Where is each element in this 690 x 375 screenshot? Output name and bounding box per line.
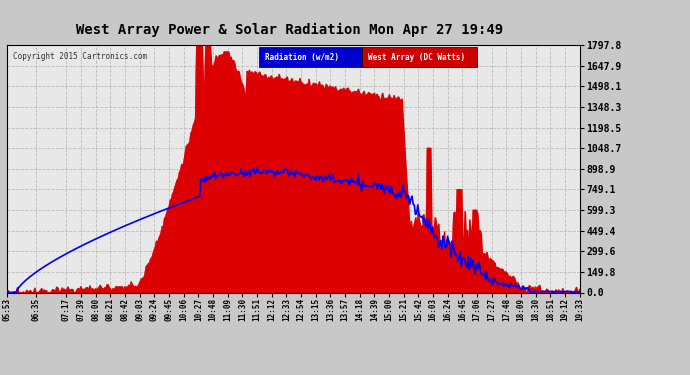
Text: West Array Power & Solar Radiation Mon Apr 27 19:49: West Array Power & Solar Radiation Mon A… — [76, 22, 504, 37]
Text: Radiation (w/m2): Radiation (w/m2) — [265, 53, 339, 62]
Bar — [362, 48, 477, 67]
Bar — [259, 48, 362, 67]
Text: Copyright 2015 Cartronics.com: Copyright 2015 Cartronics.com — [12, 53, 147, 62]
Text: West Array (DC Watts): West Array (DC Watts) — [368, 53, 465, 62]
